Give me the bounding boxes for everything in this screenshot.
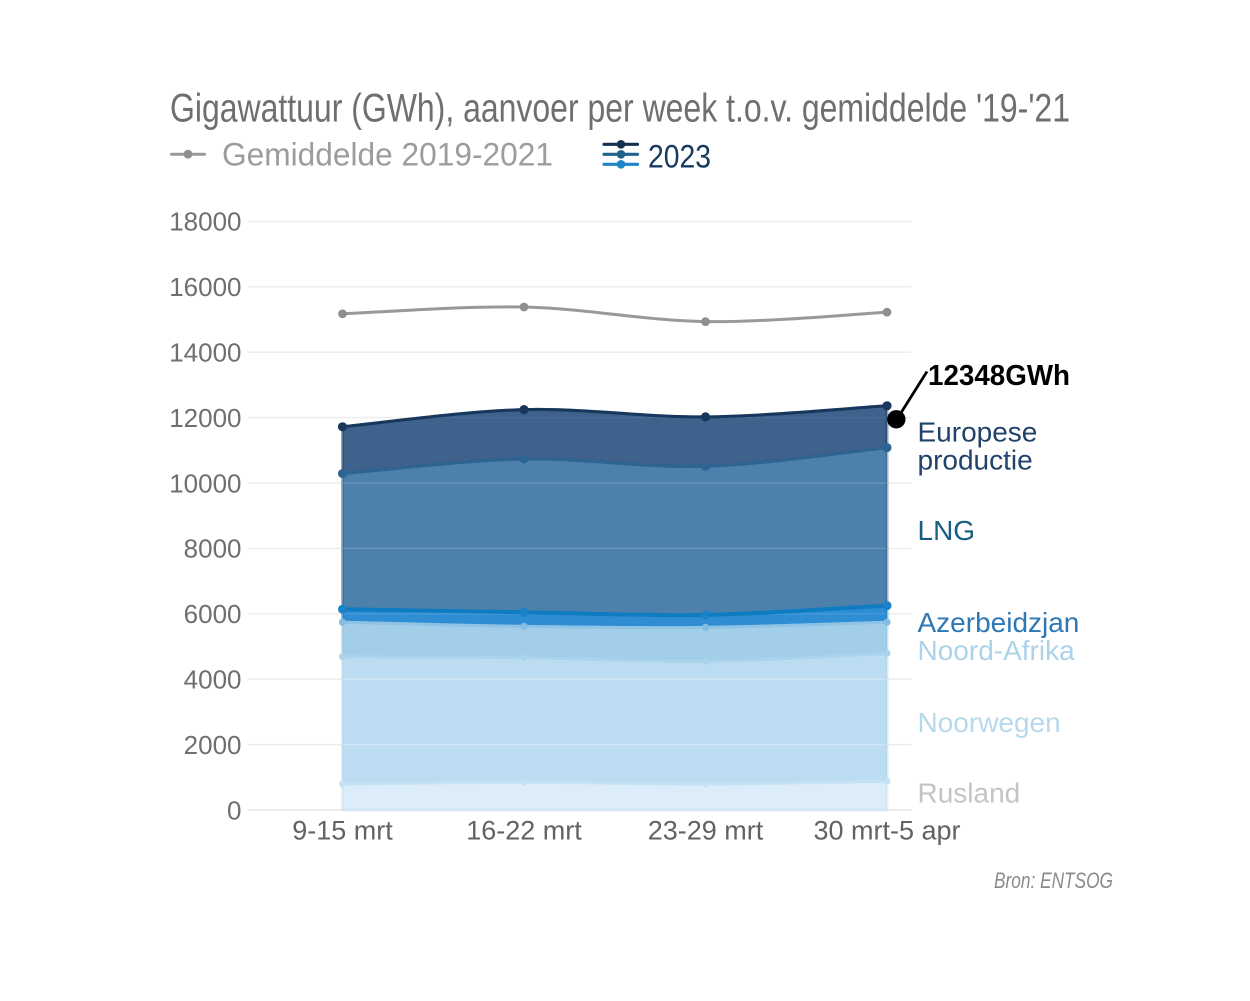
svg-text:Azerbeidzjan: Azerbeidzjan [918,607,1080,638]
svg-text:12348GWh: 12348GWh [928,360,1070,392]
svg-text:Europese: Europese [918,417,1038,448]
svg-text:10000: 10000 [169,468,241,498]
svg-text:Gigawattuur (GWh), aanvoer per: Gigawattuur (GWh), aanvoer per week t.o.… [170,87,1070,131]
svg-text:2023: 2023 [648,139,711,175]
svg-text:18000: 18000 [169,207,241,237]
svg-text:Noord-Afrika: Noord-Afrika [918,635,1076,666]
svg-text:Noorwegen: Noorwegen [918,707,1061,738]
svg-text:4000: 4000 [184,665,242,695]
svg-text:Gemiddelde 2019-2021: Gemiddelde 2019-2021 [222,136,553,172]
svg-text:23-29 mrt: 23-29 mrt [648,816,764,846]
svg-text:Bron: ENTSOG: Bron: ENTSOG [994,868,1113,893]
svg-text:LNG: LNG [918,515,976,546]
svg-text:Rusland: Rusland [918,778,1021,809]
svg-text:0: 0 [227,795,241,825]
svg-text:12000: 12000 [169,403,241,433]
svg-text:30 mrt-5 apr: 30 mrt-5 apr [813,816,960,846]
svg-text:productie: productie [918,445,1033,476]
svg-text:16-22 mrt: 16-22 mrt [466,816,582,846]
svg-text:8000: 8000 [184,534,242,564]
svg-text:6000: 6000 [184,599,242,629]
svg-text:2000: 2000 [184,730,242,760]
svg-text:14000: 14000 [169,338,241,368]
svg-text:16000: 16000 [169,272,241,302]
svg-text:9-15 mrt: 9-15 mrt [292,816,393,846]
